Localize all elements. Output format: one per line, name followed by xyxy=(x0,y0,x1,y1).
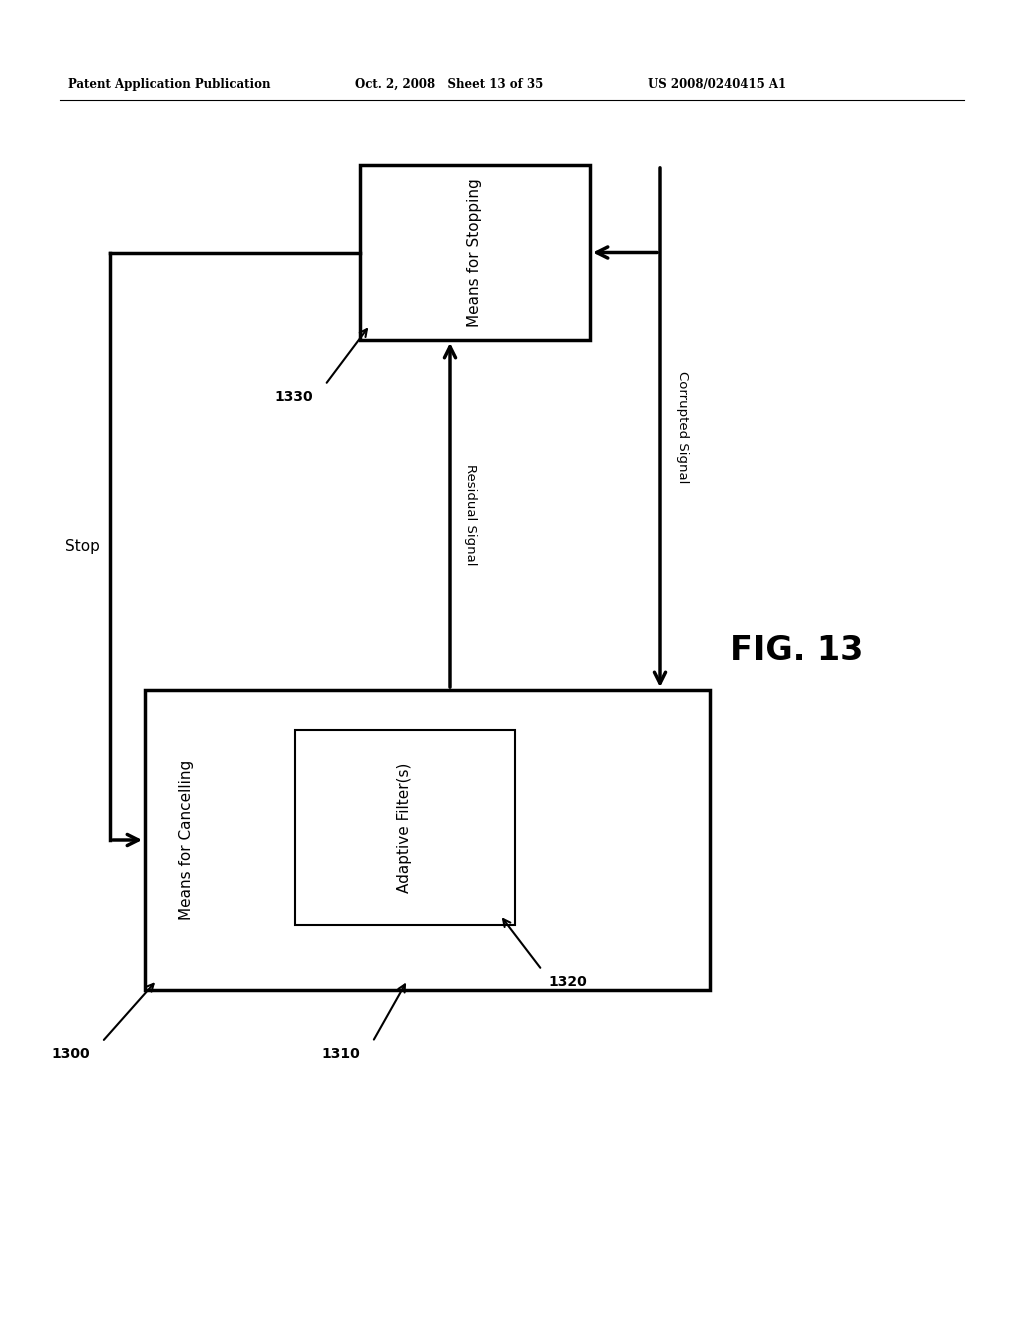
Bar xyxy=(360,165,590,341)
Text: Patent Application Publication: Patent Application Publication xyxy=(68,78,270,91)
Text: Corrupted Signal: Corrupted Signal xyxy=(676,371,689,483)
Text: Residual Signal: Residual Signal xyxy=(464,465,477,566)
Bar xyxy=(295,730,515,925)
Text: 1300: 1300 xyxy=(51,1047,90,1061)
Text: Oct. 2, 2008   Sheet 13 of 35: Oct. 2, 2008 Sheet 13 of 35 xyxy=(355,78,544,91)
Text: FIG. 13: FIG. 13 xyxy=(730,634,863,667)
Bar xyxy=(145,690,710,990)
Text: Means for Stopping: Means for Stopping xyxy=(468,178,482,327)
Text: Means for Cancelling: Means for Cancelling xyxy=(179,760,195,920)
Text: Adaptive Filter(s): Adaptive Filter(s) xyxy=(397,763,413,892)
Text: US 2008/0240415 A1: US 2008/0240415 A1 xyxy=(648,78,786,91)
Text: 1320: 1320 xyxy=(548,975,587,989)
Text: 1330: 1330 xyxy=(274,389,313,404)
Text: 1310: 1310 xyxy=(322,1047,360,1061)
Text: Stop: Stop xyxy=(66,539,100,554)
